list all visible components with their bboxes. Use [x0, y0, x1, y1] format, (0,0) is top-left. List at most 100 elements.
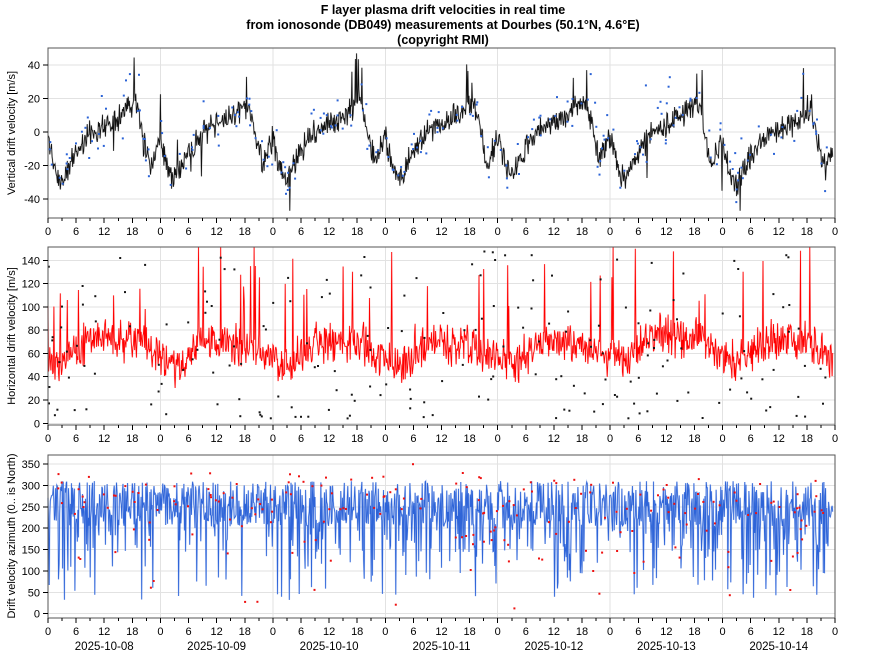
- svg-text:12: 12: [98, 226, 110, 238]
- svg-text:2025-10-08: 2025-10-08: [75, 641, 134, 653]
- svg-text:6: 6: [635, 626, 641, 638]
- svg-text:18: 18: [688, 433, 700, 445]
- x-axis-ticks: 0 6 12 18 0 6 12 18 0 6 12 18 0 6 12 18 0 6 12 18 0 6 12 18 0 6 12…: [45, 425, 838, 445]
- svg-text:12: 12: [548, 226, 560, 238]
- svg-text:18: 18: [688, 226, 700, 238]
- svg-text:6: 6: [410, 226, 416, 238]
- svg-text:18: 18: [576, 226, 588, 238]
- svg-text:0: 0: [157, 626, 163, 638]
- svg-text:100: 100: [22, 566, 40, 578]
- svg-text:12: 12: [773, 626, 785, 638]
- svg-text:6: 6: [410, 433, 416, 445]
- svg-text:0: 0: [34, 418, 40, 430]
- date-labels: 2025-10-08 2025-10-09 2025-10-10 2025-10-11…: [75, 641, 809, 653]
- svg-text:40: 40: [28, 372, 40, 384]
- svg-text:6: 6: [410, 626, 416, 638]
- svg-text:350: 350: [22, 459, 40, 471]
- svg-text:18: 18: [126, 626, 138, 638]
- svg-text:12: 12: [435, 433, 447, 445]
- svg-text:6: 6: [73, 226, 79, 238]
- figure-title-line2: from ionosonde (DB049) measurements at D…: [246, 18, 640, 32]
- scatter-points: [48, 72, 828, 204]
- svg-text:0: 0: [270, 433, 276, 445]
- svg-text:18: 18: [463, 626, 475, 638]
- svg-text:18: 18: [239, 626, 251, 638]
- svg-text:18: 18: [351, 626, 363, 638]
- svg-text:6: 6: [73, 626, 79, 638]
- panel-vertical-drift: -40 -20 0 20 40 0 6 12 18 0 6 12 18 0 6 12 18 0 6 12 18 0 6 12 1…: [24, 47, 838, 238]
- svg-text:100: 100: [22, 302, 40, 314]
- svg-text:18: 18: [801, 626, 813, 638]
- svg-text:12: 12: [660, 226, 672, 238]
- svg-text:6: 6: [73, 433, 79, 445]
- svg-text:6: 6: [185, 626, 191, 638]
- svg-text:0: 0: [34, 609, 40, 621]
- svg-text:18: 18: [463, 226, 475, 238]
- svg-text:6: 6: [523, 226, 529, 238]
- svg-text:50: 50: [28, 587, 40, 599]
- svg-text:150: 150: [22, 545, 40, 557]
- svg-text:12: 12: [210, 626, 222, 638]
- data-line: [47, 480, 834, 600]
- svg-text:12: 12: [98, 626, 110, 638]
- svg-text:0: 0: [720, 226, 726, 238]
- data-line: [47, 53, 834, 211]
- svg-text:0: 0: [607, 226, 613, 238]
- svg-text:6: 6: [748, 226, 754, 238]
- svg-text:0: 0: [45, 226, 51, 238]
- svg-text:0: 0: [382, 626, 388, 638]
- svg-text:200: 200: [22, 523, 40, 535]
- scatter-points: [47, 250, 827, 420]
- svg-text:6: 6: [298, 433, 304, 445]
- svg-text:2025-10-11: 2025-10-11: [413, 641, 471, 653]
- svg-text:0: 0: [495, 433, 501, 445]
- svg-text:0: 0: [382, 433, 388, 445]
- svg-text:2025-10-10: 2025-10-10: [300, 641, 359, 653]
- svg-text:0: 0: [832, 433, 838, 445]
- svg-text:18: 18: [351, 226, 363, 238]
- svg-text:0: 0: [607, 433, 613, 445]
- svg-text:80: 80: [28, 325, 40, 337]
- svg-text:0: 0: [495, 626, 501, 638]
- svg-text:12: 12: [548, 626, 560, 638]
- svg-text:12: 12: [660, 433, 672, 445]
- svg-text:250: 250: [22, 502, 40, 514]
- panel-border: [47, 47, 836, 219]
- svg-text:0: 0: [720, 626, 726, 638]
- svg-text:20: 20: [28, 395, 40, 407]
- svg-text:18: 18: [576, 433, 588, 445]
- svg-text:12: 12: [548, 433, 560, 445]
- svg-text:12: 12: [773, 433, 785, 445]
- y-axis-ticks: 0 20 40 60 80 100 120 140: [22, 255, 48, 430]
- svg-text:0: 0: [495, 226, 501, 238]
- y-axis-ticks: -40 -20 0 20 40: [24, 60, 48, 206]
- svg-text:0: 0: [34, 127, 40, 139]
- svg-text:6: 6: [635, 226, 641, 238]
- scatter-points: [57, 463, 825, 610]
- svg-text:6: 6: [635, 433, 641, 445]
- gridlines: [48, 48, 835, 218]
- svg-text:12: 12: [435, 226, 447, 238]
- svg-text:300: 300: [22, 480, 40, 492]
- svg-text:18: 18: [239, 433, 251, 445]
- svg-text:18: 18: [688, 626, 700, 638]
- svg-text:18: 18: [126, 226, 138, 238]
- svg-text:0: 0: [45, 626, 51, 638]
- svg-text:0: 0: [157, 226, 163, 238]
- svg-text:6: 6: [185, 433, 191, 445]
- svg-text:6: 6: [748, 433, 754, 445]
- svg-text:-20: -20: [24, 161, 40, 173]
- data-line: [47, 247, 834, 389]
- svg-text:6: 6: [748, 626, 754, 638]
- svg-text:0: 0: [45, 433, 51, 445]
- svg-text:18: 18: [463, 433, 475, 445]
- svg-text:6: 6: [298, 226, 304, 238]
- svg-text:12: 12: [323, 433, 335, 445]
- svg-text:0: 0: [157, 433, 163, 445]
- svg-text:0: 0: [832, 226, 838, 238]
- svg-text:2025-10-09: 2025-10-09: [187, 641, 246, 653]
- svg-text:12: 12: [210, 433, 222, 445]
- svg-text:-40: -40: [24, 194, 40, 206]
